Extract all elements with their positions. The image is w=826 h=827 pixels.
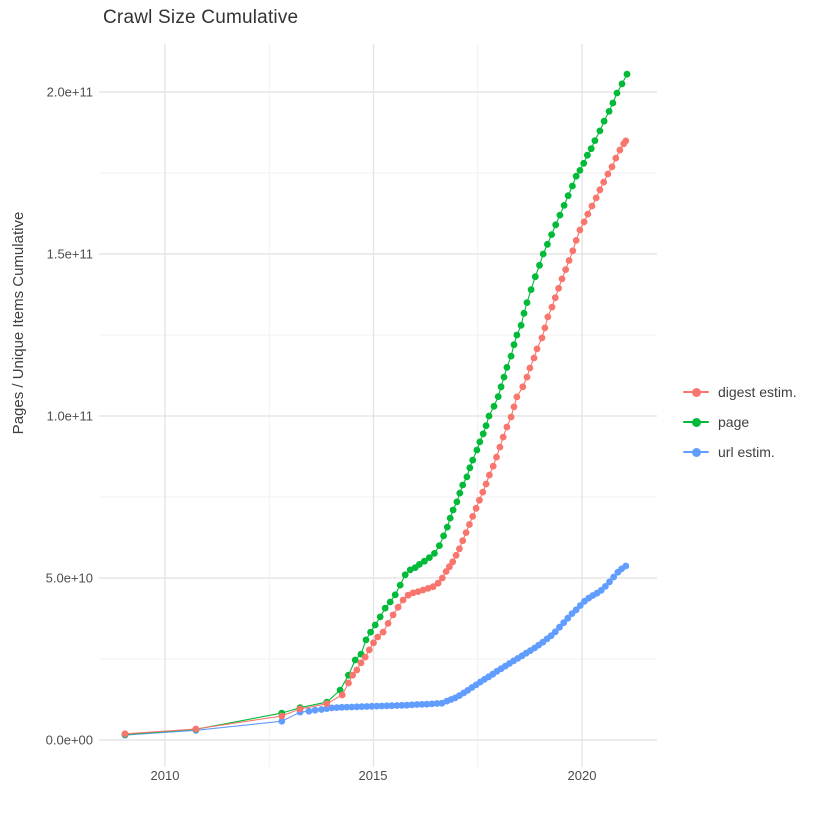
legend-key-page-icon (683, 416, 709, 428)
y-axis-title: Pages / Unique Items Cumulative (10, 211, 27, 435)
series-line-url-estim- (124, 565, 627, 736)
y-tick-label: 2.0e+11 (46, 84, 93, 100)
legend: digest estim. page url estim. (683, 377, 797, 467)
x-tick-label: 2020 (567, 768, 597, 783)
legend-item-digest: digest estim. (683, 377, 797, 407)
x-tick-label: 2015 (358, 768, 388, 783)
x-tick-label: 2010 (150, 768, 180, 783)
legend-item-page: page (683, 407, 797, 437)
legend-label: url estim. (718, 444, 775, 460)
legend-label: digest estim. (718, 384, 797, 400)
y-tick-label: 5.0e+10 (45, 570, 93, 586)
y-tick-label: 0.0e+00 (45, 732, 93, 748)
y-tick-label: 1.5e+11 (46, 246, 93, 262)
legend-item-url: url estim. (683, 437, 797, 467)
chart-title: Crawl Size Cumulative (103, 7, 299, 28)
legend-key-digest-icon (683, 386, 709, 398)
legend-key-url-icon (683, 446, 709, 458)
legend-label: page (718, 414, 750, 430)
y-tick-label: 1.0e+11 (46, 408, 93, 424)
